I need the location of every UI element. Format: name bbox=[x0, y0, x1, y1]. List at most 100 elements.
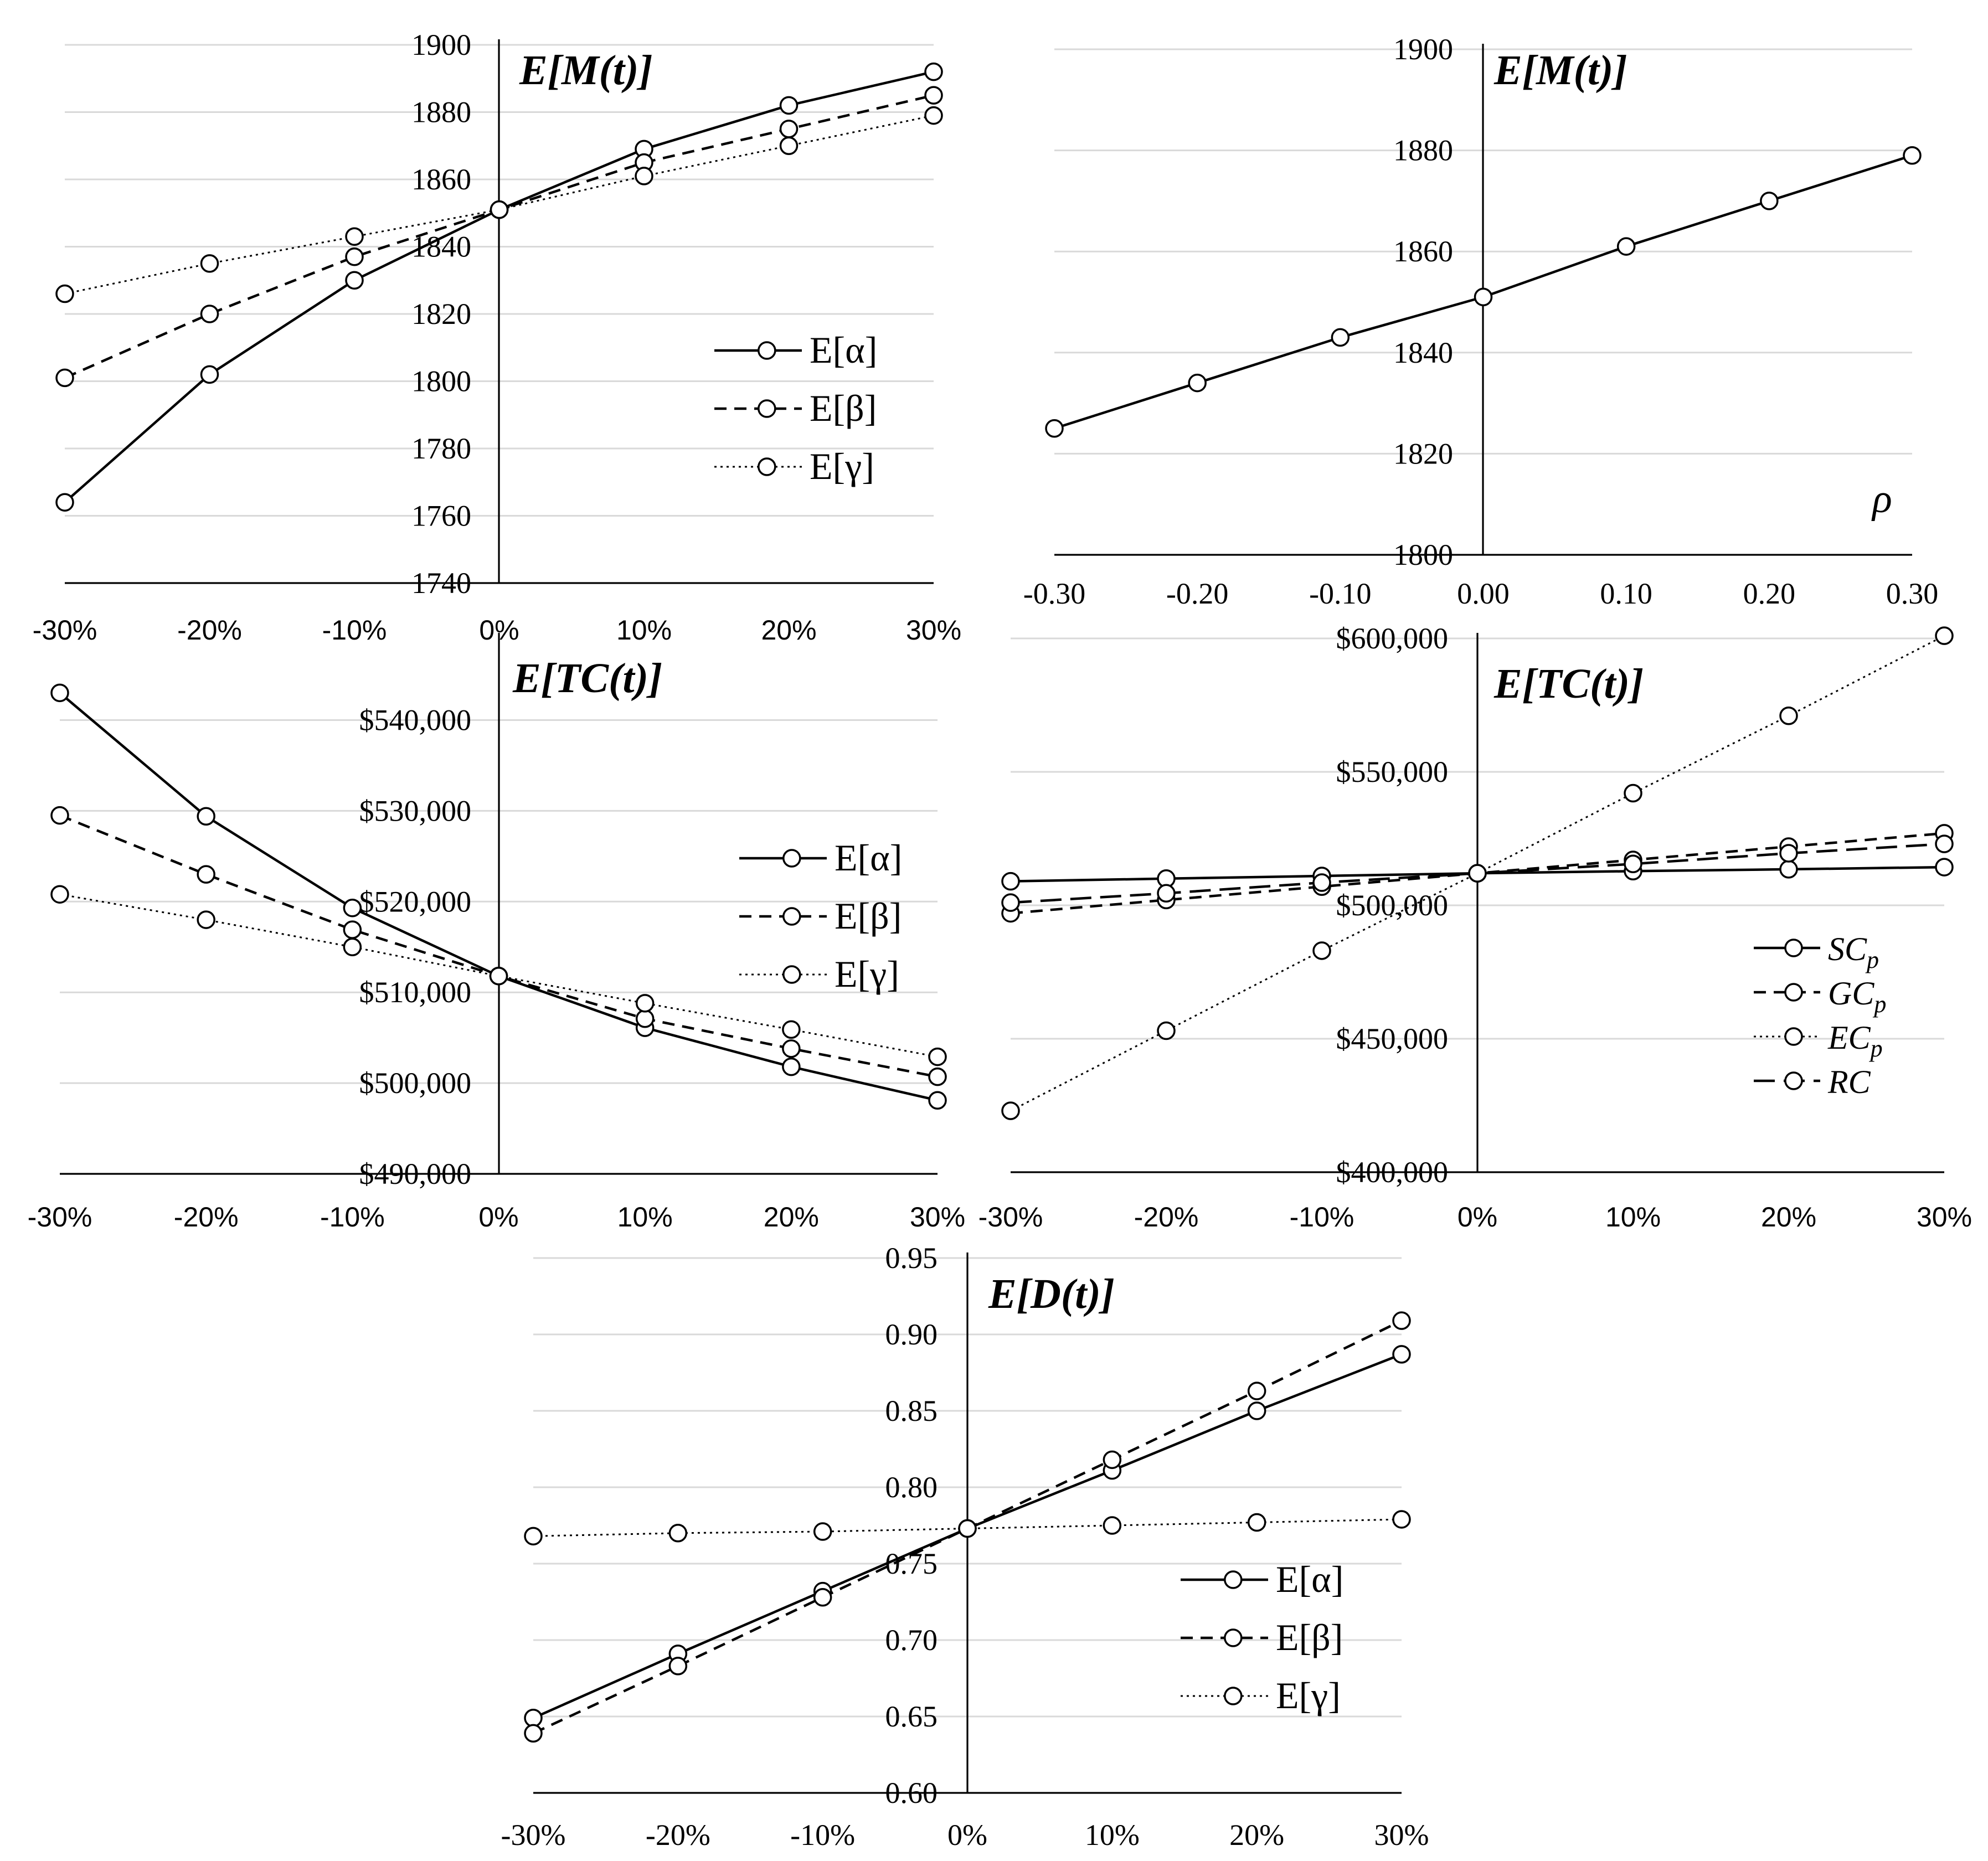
chart-title-part: ( bbox=[1590, 661, 1606, 707]
x-tick-label: -20% bbox=[177, 615, 242, 646]
x-tick-label: 30% bbox=[906, 615, 961, 646]
data-point bbox=[635, 1009, 655, 1028]
x-tick-label: -10% bbox=[790, 1818, 855, 1852]
data-point bbox=[200, 365, 219, 384]
chart-title: E[D(t)] bbox=[988, 1271, 1115, 1317]
data-point bbox=[343, 920, 362, 939]
data-point bbox=[1760, 192, 1779, 210]
y-tick-label: $600,000 bbox=[1336, 622, 1449, 655]
data-point bbox=[50, 885, 69, 904]
data-point bbox=[782, 1057, 801, 1076]
chart-title-part: )] bbox=[621, 47, 653, 94]
legend-marker bbox=[782, 907, 801, 926]
legend-label: E[γ] bbox=[810, 445, 874, 487]
legend-label-text: E[γ] bbox=[810, 445, 874, 487]
legend-label: E[γ] bbox=[1276, 1674, 1341, 1716]
y-tick-label: 1780 bbox=[411, 432, 471, 465]
data-point bbox=[1331, 328, 1350, 347]
x-tick-label: 10% bbox=[616, 615, 672, 646]
data-point bbox=[779, 136, 799, 155]
legend: E[α] E[β] E[γ] bbox=[1181, 1558, 1343, 1716]
x-tick-label: -10% bbox=[322, 615, 387, 646]
y-tick-label: 1880 bbox=[1393, 134, 1453, 167]
chart-panel-d: $600,000$550,000$500,000$450,000$400,000… bbox=[978, 622, 1972, 1233]
chart-title-part: t bbox=[622, 655, 636, 702]
y-tick-label: 0.70 bbox=[885, 1623, 938, 1657]
legend-label-text: E[α] bbox=[810, 329, 877, 371]
data-point bbox=[524, 1709, 543, 1728]
data-point bbox=[635, 994, 655, 1013]
legend-marker bbox=[758, 457, 776, 476]
chart-title-part: t bbox=[1604, 661, 1617, 707]
y-tick-label: $450,000 bbox=[1336, 1022, 1449, 1055]
chart-panel-c: $540,000 $530,000 $520,000 $510,000 $500,000… bbox=[28, 633, 965, 1233]
legend-marker bbox=[758, 341, 776, 360]
data-point bbox=[55, 368, 74, 388]
chart-title-part: t bbox=[1588, 47, 1601, 94]
data-point bbox=[197, 807, 215, 826]
y-tick-label: $550,000 bbox=[1336, 755, 1449, 788]
data-point bbox=[343, 937, 362, 957]
y-tick-label: 0.95 bbox=[885, 1241, 938, 1275]
legend-label-text: E[α] bbox=[1276, 1558, 1343, 1600]
legend-label-text: EC bbox=[1827, 1019, 1871, 1056]
legend-label: ECp bbox=[1827, 1019, 1883, 1062]
x-tick-label: -20% bbox=[174, 1202, 239, 1233]
data-point bbox=[1468, 864, 1487, 883]
chart-title-part: ( bbox=[609, 655, 625, 702]
x-tick-label: 20% bbox=[1761, 1202, 1816, 1233]
y-tick-label: 1760 bbox=[411, 499, 471, 533]
y-tick-label: 0.85 bbox=[885, 1394, 938, 1427]
data-point bbox=[1935, 626, 1954, 645]
data-point bbox=[1001, 893, 1020, 912]
legend-label-text: SC bbox=[1828, 931, 1867, 967]
legend-marker bbox=[1224, 1628, 1243, 1647]
x-tick-label: -0.30 bbox=[1023, 577, 1085, 610]
data-point bbox=[1779, 844, 1798, 863]
data-point bbox=[1188, 373, 1207, 393]
x-tick-label: 10% bbox=[617, 1202, 673, 1233]
legend-marker bbox=[1784, 939, 1803, 957]
x-tick-label: 20% bbox=[764, 1202, 819, 1233]
y-tick-label: 1820 bbox=[1393, 437, 1453, 470]
y-tick-label: 1820 bbox=[411, 297, 471, 331]
legend-label-text: E[β] bbox=[810, 387, 877, 429]
data-point bbox=[1935, 834, 1954, 853]
y-tick-label: 1840 bbox=[1393, 336, 1453, 369]
data-point bbox=[1903, 146, 1922, 165]
chart-title-part: M bbox=[561, 47, 600, 94]
data-point bbox=[1474, 287, 1493, 307]
chart-title-part: E[ bbox=[988, 1271, 1033, 1317]
chart-title-part: TC bbox=[1536, 661, 1590, 707]
legend-label-text: E[γ] bbox=[835, 953, 899, 995]
data-point bbox=[197, 865, 215, 884]
data-point bbox=[1392, 1311, 1411, 1330]
y-tick-label: $520,000 bbox=[359, 885, 472, 918]
data-point bbox=[200, 254, 219, 273]
legend-label-subscript: p bbox=[1865, 946, 1879, 973]
data-point bbox=[1247, 1513, 1266, 1532]
x-tick-label: 0.20 bbox=[1743, 577, 1796, 610]
data-point bbox=[668, 1524, 688, 1543]
data-point bbox=[813, 1587, 832, 1607]
x-tick-label: 0.10 bbox=[1600, 577, 1652, 610]
legend-label: GCp bbox=[1828, 975, 1886, 1018]
data-point bbox=[928, 1067, 947, 1086]
data-point bbox=[928, 1091, 947, 1110]
x-axis-label: ρ bbox=[1871, 476, 1892, 522]
x-tick-label: -20% bbox=[1134, 1202, 1199, 1233]
chart-title-part: M bbox=[1536, 47, 1575, 94]
y-tick-label: $510,000 bbox=[359, 976, 472, 1009]
data-point bbox=[197, 910, 215, 929]
x-tick-label: 30% bbox=[1374, 1818, 1429, 1852]
chart-title-part: t bbox=[1075, 1271, 1088, 1317]
legend-marker bbox=[782, 965, 801, 984]
legend-label-text: GC bbox=[1828, 975, 1874, 1012]
data-point bbox=[1103, 1450, 1122, 1470]
legend: E[α] E[β] E[γ] bbox=[739, 837, 902, 995]
data-point bbox=[779, 96, 799, 115]
x-tick-label: -0.20 bbox=[1166, 577, 1228, 610]
data-point bbox=[1001, 872, 1020, 891]
